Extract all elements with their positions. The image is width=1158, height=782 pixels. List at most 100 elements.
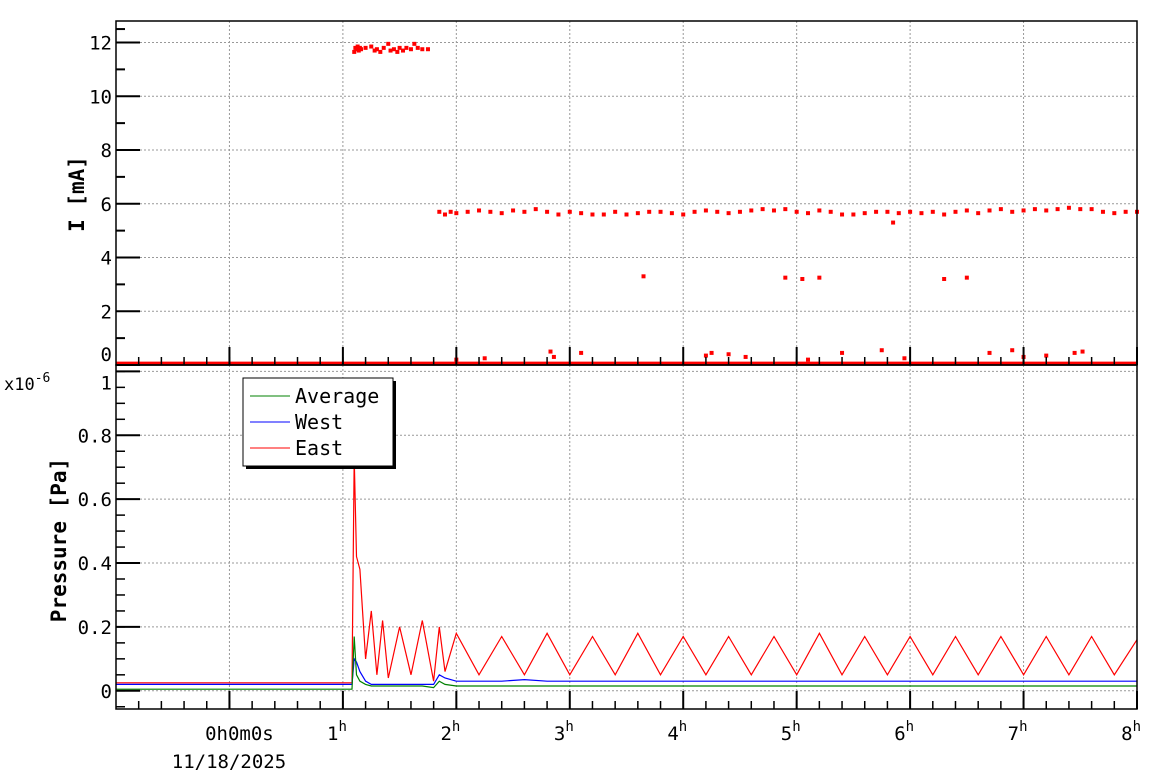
current-point [579, 211, 584, 216]
current-point [647, 209, 652, 214]
current-point [1032, 207, 1037, 212]
current-point [1066, 205, 1071, 210]
current-point [902, 356, 907, 361]
current-point [987, 350, 992, 355]
current-point [976, 211, 981, 216]
current-point [388, 48, 393, 53]
current-y-axis: 0 2 4 6 8 10 12 [89, 28, 140, 366]
current-point [806, 357, 811, 362]
current-point [369, 44, 374, 49]
current-point [412, 41, 417, 46]
x-tick-label: 6h [894, 719, 914, 745]
current-point [703, 353, 708, 358]
current-point [533, 207, 538, 212]
pressure-y-axis: 0 0.2 0.4 0.6 0.8 1 [78, 370, 140, 708]
current-point [404, 45, 409, 50]
current-y-tick-label: 4 [101, 248, 112, 270]
current-point [482, 356, 487, 361]
current-point [760, 207, 765, 212]
current-point [1100, 209, 1105, 214]
current-point [692, 209, 697, 214]
current-point [896, 211, 901, 216]
pressure-y-tick-label: 0.4 [78, 553, 112, 575]
current-point [840, 350, 845, 355]
current-point [828, 209, 833, 214]
current-point [942, 212, 947, 217]
current-point [363, 45, 368, 50]
current-point [425, 47, 430, 52]
current-point [919, 211, 924, 216]
pressure-y-title: Pressure [Pa] [47, 458, 71, 622]
x-tick-label: 5h [781, 719, 801, 745]
current-point [715, 209, 720, 214]
current-point [437, 209, 442, 214]
current-point [408, 47, 413, 52]
pressure-y-tick-label: 0.6 [78, 489, 112, 511]
current-point [1112, 211, 1117, 216]
pressure-line-east [116, 457, 1138, 684]
current-point [641, 274, 646, 279]
current-point [556, 212, 561, 217]
pressure-y-tick-label: 0.8 [78, 425, 112, 447]
current-point [1021, 208, 1026, 213]
current-point [942, 277, 947, 281]
current-point [879, 348, 884, 353]
x-tick-label: 1h [327, 719, 347, 745]
current-point [726, 211, 731, 216]
current-point [953, 209, 958, 214]
current-point [964, 275, 969, 280]
current-point [783, 207, 788, 212]
current-point [548, 349, 553, 354]
current-y-tick-label: 12 [89, 33, 112, 55]
x-tick-label: 2h [440, 719, 460, 745]
current-point [465, 209, 470, 214]
legend-label-east: East [295, 436, 343, 460]
current-point [372, 48, 377, 53]
pressure-line-west [116, 657, 1137, 686]
current-point [522, 209, 527, 214]
current-point [800, 277, 805, 281]
current-y-title: I [mA] [65, 156, 89, 232]
current-point [862, 211, 867, 216]
x-tick-label: 3h [554, 719, 574, 745]
current-point [669, 211, 674, 216]
current-point [352, 49, 357, 54]
current-point [359, 47, 364, 52]
current-point [551, 354, 556, 359]
current-point [415, 45, 420, 50]
current-point [794, 209, 799, 214]
current-point [783, 275, 788, 280]
current-point [1044, 208, 1049, 213]
current-point [874, 209, 879, 214]
current-point [401, 48, 406, 53]
current-point [749, 208, 754, 213]
legend-label-west: West [295, 410, 343, 434]
pressure-plot-frame [115, 364, 1138, 710]
x-tick-label: 8h [1121, 719, 1141, 745]
current-points [116, 41, 1139, 366]
current-point [1078, 207, 1083, 212]
current-point [681, 212, 686, 217]
current-point [391, 47, 396, 52]
current-point [374, 47, 379, 52]
current-point [488, 209, 493, 214]
current-point [355, 44, 360, 49]
pressure-y-tick-label: 0 [101, 681, 112, 703]
pressure-y-tick-label: 0.2 [78, 617, 112, 639]
legend-label-average: Average [295, 384, 379, 408]
current-point [709, 350, 714, 355]
current-point [1044, 353, 1049, 358]
current-point [930, 209, 935, 214]
current-point [1055, 207, 1060, 212]
current-point [743, 354, 748, 359]
current-point [806, 211, 811, 216]
current-point [477, 208, 482, 213]
x-date-label: 11/18/2025 [172, 751, 286, 773]
current-point [737, 209, 742, 214]
current-point [987, 208, 992, 213]
current-point [579, 350, 584, 355]
current-point [1123, 209, 1128, 214]
current-point [381, 45, 386, 50]
current-point [726, 352, 731, 357]
